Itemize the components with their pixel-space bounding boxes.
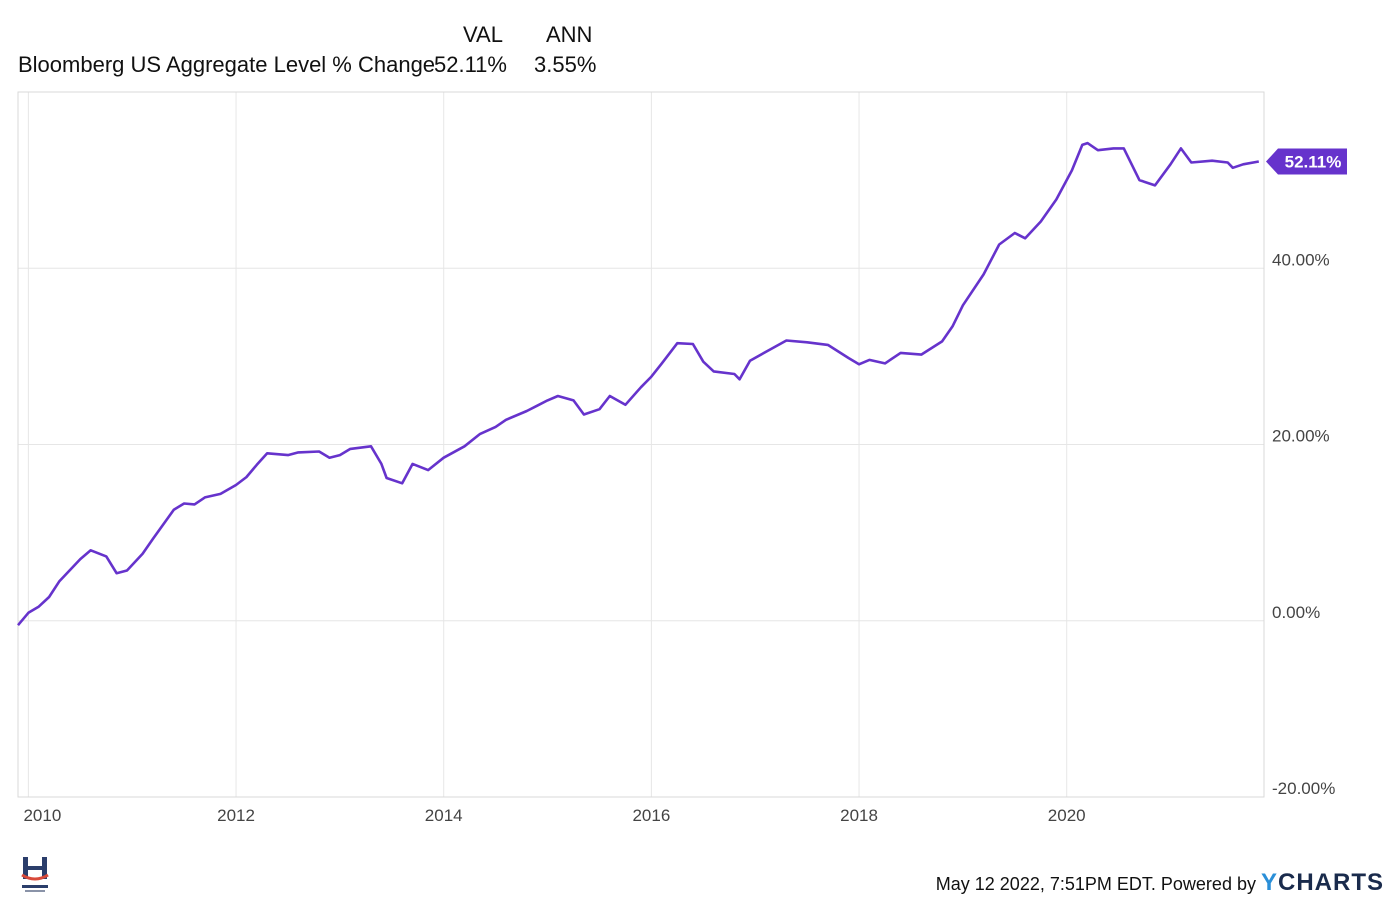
ycharts-logo-text: CHARTS: [1278, 869, 1384, 896]
y-tick-label: 40.00%: [1272, 250, 1330, 269]
grid: [18, 92, 1264, 797]
ycharts-logo-y: Y: [1260, 869, 1278, 896]
legend-ann: 3.55%: [534, 52, 597, 77]
plot-frame: [17, 91, 1265, 798]
legend-col-ann: ANN: [546, 22, 593, 47]
x-tick-label: 2016: [632, 806, 670, 825]
heritage-logo: [21, 857, 49, 892]
legend-col-val: VAL: [463, 22, 503, 47]
y-tick-label: 0.00%: [1272, 603, 1320, 622]
tick-labels: 2010 2012 2014 2016 2018 2020 -20.00% 0.00% 20.0…: [23, 250, 1335, 825]
end-value-text: 52.11%: [1285, 153, 1342, 172]
footer-timestamp: May 12 2022, 7:51PM EDT.: [935, 874, 1156, 894]
y-tick-label: -20.00%: [1272, 779, 1335, 798]
end-value-tag: [1266, 148, 1347, 175]
ycharts-logo: YCHARTS: [1261, 869, 1384, 896]
x-tick-label: 2018: [840, 806, 878, 825]
legend-val: 52.11%: [434, 52, 507, 77]
x-tick-label: 2020: [1048, 806, 1086, 825]
footer: May 12 2022, 7:51PM EDT. Powered by YCHA…: [936, 869, 1384, 897]
footer-powered-by: Powered by: [1160, 874, 1256, 894]
series-line: [17, 141, 1260, 627]
end-value-label: 52.11%: [1266, 148, 1347, 175]
y-tick-label: 20.00%: [1272, 427, 1330, 446]
x-tick-label: 2010: [23, 806, 61, 825]
legend-series-name: Bloomberg US Aggregate Level % Change: [18, 52, 436, 77]
x-tick-label: 2014: [425, 806, 463, 825]
x-tick-label: 2012: [217, 806, 255, 825]
